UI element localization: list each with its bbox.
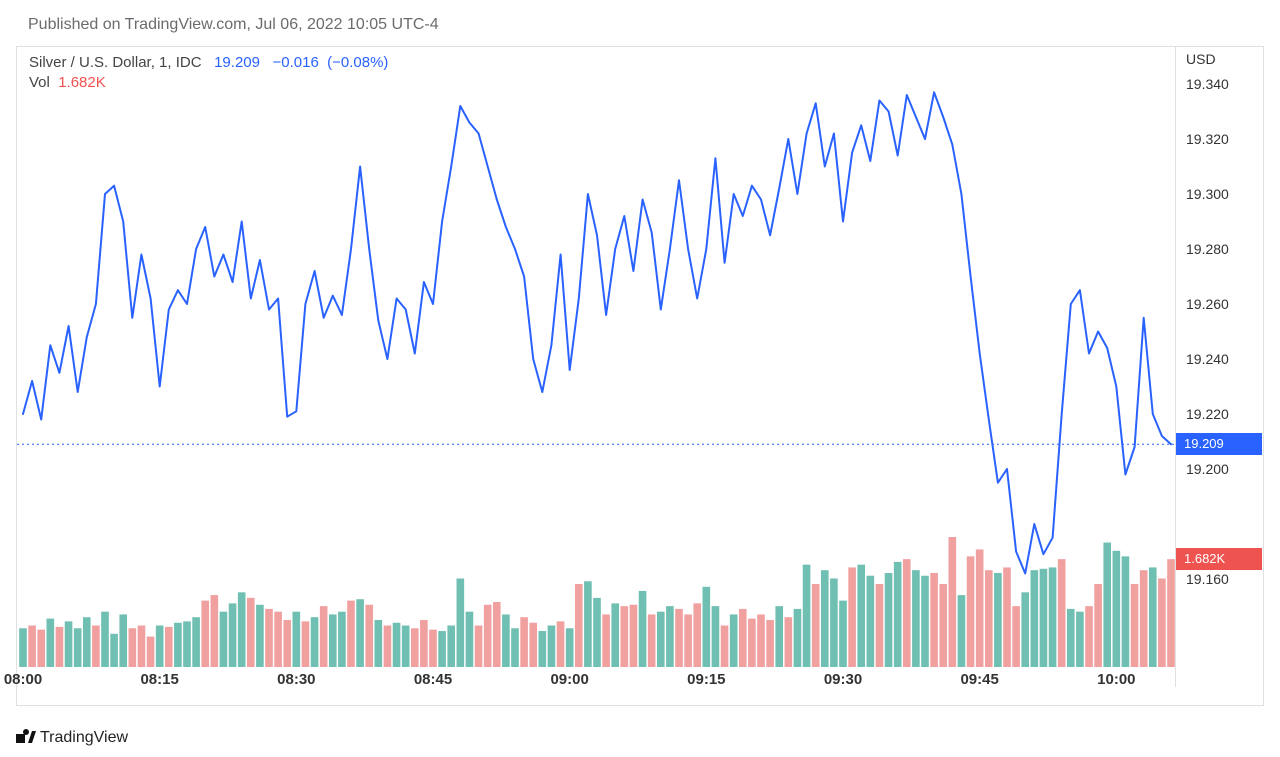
legend-vol-label: Vol [29, 74, 50, 91]
y-tick: 19.240 [1186, 351, 1229, 367]
x-tick: 09:45 [960, 671, 998, 688]
chart-plot[interactable]: Silver / U.S. Dollar, 1, IDC 19.209 −0.0… [17, 47, 1177, 687]
legend-price: 19.209 [214, 54, 260, 71]
chart-frame: Silver / U.S. Dollar, 1, IDC 19.209 −0.0… [16, 46, 1264, 706]
x-axis: 08:0008:1508:3008:4509:0009:1509:3009:45… [17, 669, 1177, 689]
x-tick: 09:30 [824, 671, 862, 688]
legend-source: IDC [176, 54, 202, 71]
y-tick: 19.340 [1186, 76, 1229, 92]
published-line: Published on TradingView.com, Jul 06, 20… [0, 0, 1280, 46]
volume-badge: 1.682K [1176, 548, 1262, 570]
legend-change-pct: (−0.08%) [327, 54, 388, 71]
y-tick: 19.160 [1186, 571, 1229, 587]
legend-vol-value: 1.682K [58, 74, 106, 91]
y-tick: 19.260 [1186, 296, 1229, 312]
y-tick: 19.320 [1186, 131, 1229, 147]
price-badge: 19.209 [1176, 433, 1262, 455]
legend-change: −0.016 [273, 54, 319, 71]
y-axis-unit: USD [1186, 51, 1216, 67]
x-tick: 10:00 [1097, 671, 1135, 688]
legend-symbol: Silver / U.S. Dollar [29, 54, 151, 71]
y-tick: 19.220 [1186, 406, 1229, 422]
chart-svg [17, 47, 1177, 687]
root: Published on TradingView.com, Jul 06, 20… [0, 0, 1280, 757]
brand-text: TradingView [40, 729, 128, 746]
x-tick: 08:00 [4, 671, 42, 688]
x-tick: 09:00 [550, 671, 588, 688]
y-tick: 19.200 [1186, 461, 1229, 477]
y-tick: 19.280 [1186, 241, 1229, 257]
x-tick: 08:30 [277, 671, 315, 688]
chart-legend: Silver / U.S. Dollar, 1, IDC 19.209 −0.0… [29, 53, 388, 93]
brand-logo: TradingView [16, 729, 128, 747]
x-tick: 08:15 [140, 671, 178, 688]
x-tick: 09:15 [687, 671, 725, 688]
y-axis: USD 19.340 19.320 19.300 19.280 19.260 19.240… [1175, 47, 1263, 687]
x-tick: 08:45 [414, 671, 452, 688]
y-tick: 19.300 [1186, 186, 1229, 202]
